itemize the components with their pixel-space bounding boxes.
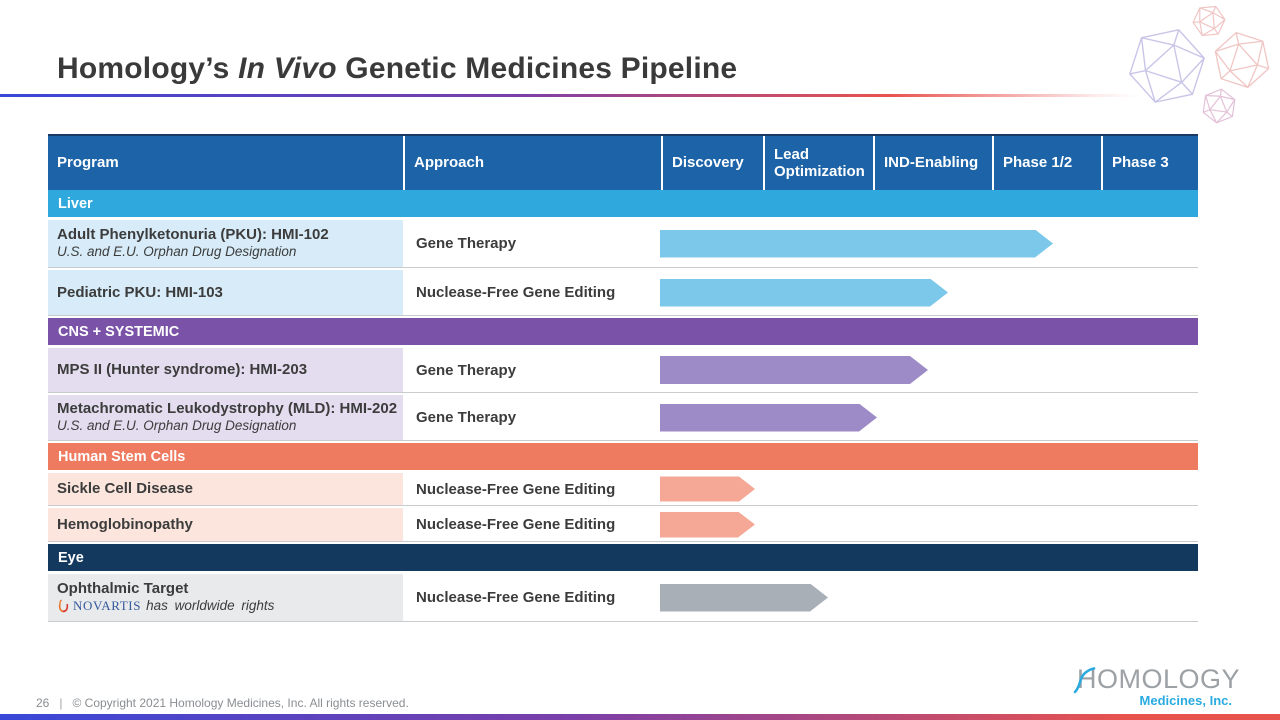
approach-cell: Nuclease-Free Gene Editing [416, 480, 616, 498]
section-band-cns-systemic: CNS + SYSTEMIC [48, 318, 1198, 345]
footer: 26 | © Copyright 2021 Homology Medicines… [36, 696, 409, 710]
program-cell: Metachromatic Leukodystrophy (MLD): HMI-… [48, 395, 403, 440]
column-header-discovery: Discovery [663, 136, 765, 190]
program-name: Metachromatic Leukodystrophy (MLD): HMI-… [57, 400, 398, 418]
program-note: U.S. and E.U. Orphan Drug Designation [57, 418, 297, 434]
phase-progress-arrow [660, 512, 755, 538]
program-cell: Sickle Cell Disease [48, 473, 403, 505]
column-header-approach: Approach [405, 136, 663, 190]
program-cell: Pediatric PKU: HMI-103 [48, 270, 403, 315]
pipeline-table: Program Approach Discovery Lead Optimizatio… [48, 134, 1198, 624]
partner-rights-text: has worldwide rights [146, 598, 275, 614]
approach-cell: Gene Therapy [416, 409, 517, 426]
approach-cell: Nuclease-Free Gene Editing [416, 284, 616, 301]
pipeline-row: Adult Phenylketonuria (PKU): HMI-102 U.S.… [48, 220, 1198, 268]
program-cell: MPS II (Hunter syndrome): HMI-203 [48, 348, 403, 392]
phase-progress-arrow [660, 584, 828, 612]
phase-progress-arrow [660, 230, 1053, 258]
pipeline-row: Metachromatic Leukodystrophy (MLD): HMI-… [48, 395, 1198, 441]
program-name: Pediatric PKU: HMI-103 [57, 283, 223, 301]
icosahedron-large [1124, 20, 1210, 113]
program-name: MPS II (Hunter syndrome): HMI-203 [57, 361, 308, 378]
bottom-gradient-bar [0, 714, 1280, 720]
pipeline-row: Pediatric PKU: HMI-103 Nuclease-Free Gene… [48, 270, 1198, 316]
phase-progress-arrow [660, 356, 928, 384]
section-band-liver: Liver [48, 190, 1198, 217]
column-header-phase-1-2: Phase 1/2 [994, 136, 1103, 190]
copyright-text: © Copyright 2021 Homology Medicines, Inc… [72, 696, 409, 710]
table-header-row: Program Approach Discovery Lead Optimizatio… [48, 134, 1198, 190]
program-name: Hemoglobinopathy [57, 515, 193, 533]
phase-progress-arrow [660, 477, 755, 502]
column-header-ind-enabling: IND-Enabling [875, 136, 994, 190]
program-cell: Ophthalmic Target NOVARTIS has worldwide r… [48, 574, 403, 621]
page-number: 26 [36, 696, 50, 710]
approach-cell: Gene Therapy [416, 361, 517, 379]
program-note: U.S. and E.U. Orphan Drug Designation [57, 244, 297, 260]
dna-wave-icon [1073, 667, 1096, 694]
pipeline-row: Sickle Cell Disease Nuclease-Free Gene Ed… [48, 473, 1198, 506]
icosahedron-medium [1212, 28, 1271, 93]
section-band-eye: Eye [48, 544, 1198, 571]
partner-note: NOVARTIS has worldwide rights [57, 598, 399, 615]
column-header-lead-optimization: Lead Optimization [765, 136, 875, 190]
table-body: Liver Adult Phenylketonuria (PKU): HMI-10… [48, 190, 1198, 622]
pipeline-row: Ophthalmic Target NOVARTIS has worldwide r… [48, 574, 1198, 622]
icosahedron-small-top [1190, 1, 1229, 42]
title-prefix: Homology’s [57, 52, 239, 85]
homology-logo: HOMOLOGY Medicines, Inc. [1073, 666, 1240, 708]
phase-progress-arrow [660, 404, 877, 432]
title-suffix: Genetic Medicines Pipeline [336, 52, 738, 85]
footer-separator: | [59, 696, 63, 710]
program-cell: Hemoglobinopathy [48, 508, 403, 541]
pipeline-row: Hemoglobinopathy Nuclease-Free Gene Editi… [48, 508, 1198, 542]
homology-wordmark: HOMOLOGY [1073, 666, 1240, 694]
program-name: Adult Phenylketonuria (PKU): HMI-102 [57, 226, 329, 244]
section-band-human-stem-cells: Human Stem Cells [48, 443, 1198, 470]
column-header-program: Program [48, 136, 405, 190]
approach-cell: Gene Therapy [416, 235, 517, 252]
column-header-phase-3: Phase 3 [1112, 154, 1169, 172]
homology-tagline: Medicines, Inc. [1139, 693, 1232, 708]
program-name: Ophthalmic Target [57, 580, 189, 598]
icosahedron-decoration [1118, 0, 1280, 132]
title-italic: In Vivo [238, 52, 337, 85]
novartis-wordmark: NOVARTIS [73, 598, 142, 614]
approach-cell: Nuclease-Free Gene Editing [416, 589, 616, 606]
phase-progress-arrow [660, 279, 948, 307]
program-name: Sickle Cell Disease [57, 480, 193, 497]
icosahedron-small-bottom [1202, 87, 1236, 125]
page-title: Homology’s In Vivo Genetic Medicines Pip… [57, 52, 737, 86]
title-underline [0, 94, 1140, 97]
homology-wordmark-text: HOMOLOGY [1077, 664, 1241, 694]
pipeline-row: MPS II (Hunter syndrome): HMI-203 Gene Th… [48, 348, 1198, 393]
program-cell: Adult Phenylketonuria (PKU): HMI-102 U.S.… [48, 220, 403, 267]
novartis-flame-icon [58, 599, 69, 613]
approach-cell: Nuclease-Free Gene Editing [416, 516, 616, 533]
